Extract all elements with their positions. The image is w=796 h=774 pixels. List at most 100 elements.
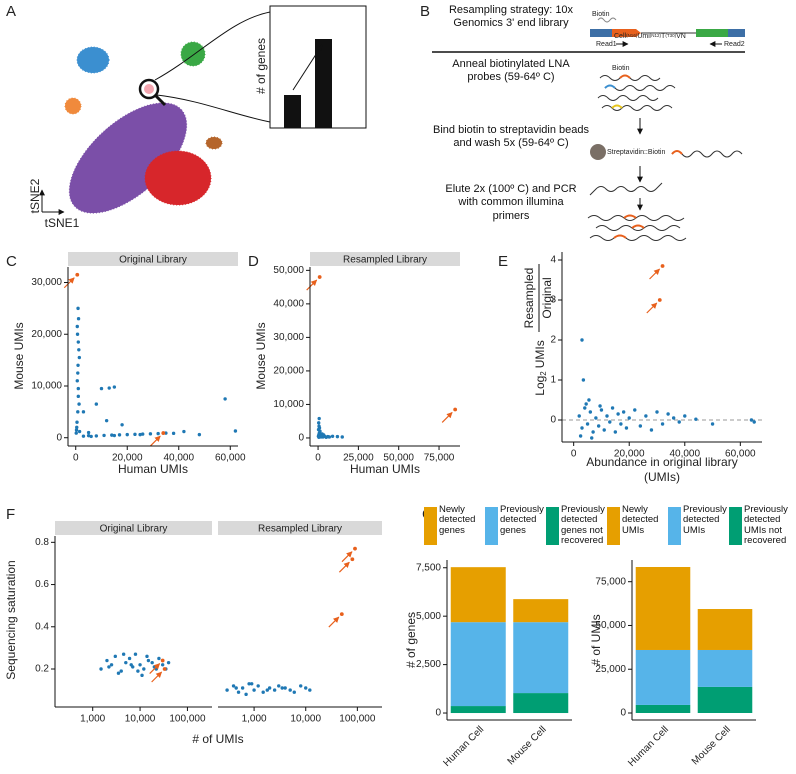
- read-label: Streptavidin::Biotin: [607, 149, 665, 156]
- tsne-y-label: tSNE2: [28, 178, 42, 213]
- point: [129, 663, 133, 667]
- read-label: (N12): [650, 33, 662, 38]
- y-tick-label: 0: [298, 433, 304, 444]
- point: [119, 669, 123, 673]
- point: [247, 682, 251, 686]
- legend-label: Previously detected UMIs not recovered: [744, 505, 788, 546]
- x-tick-label: 10,000: [125, 714, 156, 725]
- legend-swatch: [607, 507, 620, 545]
- molecule: [595, 225, 681, 231]
- facet-strip: [218, 521, 382, 535]
- point: [162, 667, 167, 671]
- point: [76, 394, 81, 399]
- point: [585, 422, 590, 426]
- point: [292, 690, 296, 694]
- point: [75, 420, 79, 424]
- point: [265, 688, 269, 692]
- point: [318, 429, 322, 433]
- point: [234, 686, 238, 690]
- panel-label: B: [420, 3, 430, 20]
- molecule: [589, 182, 663, 196]
- point: [353, 546, 357, 551]
- y-tick-label: 2: [550, 335, 556, 346]
- point: [133, 652, 138, 656]
- point: [77, 348, 81, 352]
- annotation-arrow: [328, 616, 340, 628]
- legend-swatch: [729, 507, 742, 545]
- bar-segment: [697, 686, 753, 713]
- panel-label: A: [6, 3, 16, 20]
- point: [112, 433, 117, 438]
- x-tick-label: 60,000: [215, 453, 246, 464]
- point: [752, 420, 756, 424]
- point: [99, 667, 103, 671]
- bar-segment: [450, 622, 506, 707]
- y-tick-label: 0: [435, 708, 441, 719]
- point: [317, 416, 321, 421]
- point: [236, 690, 241, 694]
- facet-strip: [55, 521, 212, 535]
- point: [156, 431, 160, 436]
- point: [145, 654, 149, 659]
- point: [250, 682, 254, 686]
- y-tick-label: 0: [620, 708, 626, 719]
- x-tick-label: 20,000: [614, 449, 645, 460]
- point: [121, 652, 126, 656]
- point: [133, 432, 137, 437]
- point: [584, 402, 588, 406]
- point: [107, 665, 111, 669]
- annotation-arrow: [149, 663, 161, 674]
- panel-label: C: [6, 253, 17, 270]
- point: [599, 408, 604, 412]
- point: [140, 432, 145, 436]
- point: [86, 433, 91, 438]
- point: [580, 338, 584, 342]
- cluster: [144, 150, 212, 206]
- x-tick-label: 0: [315, 453, 321, 464]
- point: [146, 658, 151, 663]
- inset-bar: [315, 39, 332, 128]
- bar-segment: [697, 649, 753, 687]
- facet-title: Resampled Library: [343, 255, 427, 266]
- point: [619, 422, 623, 426]
- x-tick-label: Human Cell: [626, 724, 671, 769]
- point: [110, 433, 114, 437]
- point: [109, 663, 114, 667]
- read-label: (N16): [626, 33, 638, 38]
- legend-swatch: [424, 507, 437, 545]
- annotation-arrow: [63, 277, 75, 289]
- point: [99, 386, 104, 391]
- point: [621, 410, 626, 414]
- point: [75, 425, 79, 430]
- point: [602, 428, 606, 432]
- x-tick-label: 1,000: [242, 714, 267, 725]
- magnifier: [138, 78, 160, 100]
- y-tick-label: 0.4: [35, 621, 49, 632]
- y-label-part: UMIs: [533, 340, 547, 368]
- point: [75, 324, 79, 329]
- y-tick-label: 2,500: [416, 659, 441, 670]
- point: [749, 418, 754, 422]
- point: [197, 432, 202, 437]
- y-tick-label: 20,000: [31, 329, 62, 340]
- point: [136, 669, 140, 673]
- y-tick-label: 1: [550, 375, 556, 386]
- point: [74, 431, 78, 435]
- point: [160, 663, 165, 667]
- x-tick-label: 60,000: [725, 449, 756, 460]
- probe: [613, 234, 627, 239]
- annotation-arrow: [338, 561, 350, 573]
- point: [76, 371, 80, 375]
- annotation-arrow: [646, 302, 658, 314]
- point: [277, 684, 281, 688]
- x-tick-label: Mouse Cell: [690, 724, 733, 767]
- x-axis-label: # of UMIs: [192, 732, 243, 746]
- read-segment: [590, 29, 612, 37]
- cluster: [76, 46, 110, 74]
- read-label: Biotin: [592, 11, 610, 18]
- point: [104, 418, 109, 423]
- point: [657, 298, 662, 302]
- point: [616, 412, 620, 416]
- point: [340, 435, 344, 439]
- magnifier-handle: [154, 94, 167, 107]
